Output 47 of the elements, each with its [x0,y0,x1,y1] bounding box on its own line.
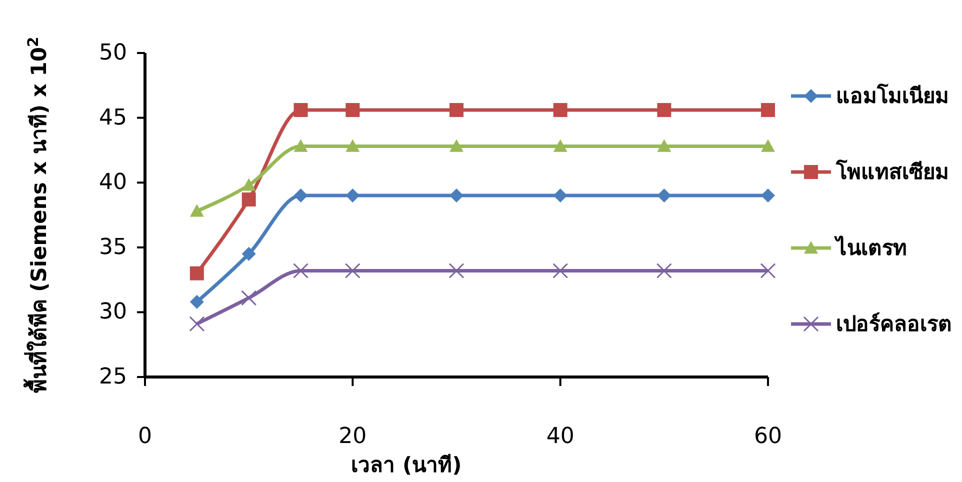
point [190,266,204,280]
point [190,204,204,217]
y-tick-label: 45 [99,105,127,130]
point [450,188,464,203]
point [657,139,672,152]
point [346,188,360,203]
x-tick-label: 40 [546,424,574,449]
point [657,103,672,118]
point [553,103,568,118]
legend-label: แอมโมเนียม [836,83,949,108]
point [553,188,568,203]
y-tick-label: 35 [99,234,127,260]
point [450,103,464,118]
point [552,262,568,278]
point [294,103,308,118]
y-tick-label: 30 [99,300,127,325]
x-tick-label: 0 [138,424,152,449]
point [761,103,775,118]
y-tick-label: 25 [99,364,127,390]
x-axis-title: เวลา (นาที) [351,453,462,477]
point [761,139,775,152]
point [294,188,308,203]
point [189,316,205,332]
point [346,103,360,118]
point [344,262,360,278]
legend-label: ไนเตรท [834,235,907,260]
point [656,262,672,278]
legend-label: โพแทสเซียม [835,159,949,184]
point [657,188,672,203]
point [190,294,204,309]
point [553,139,568,152]
x-tick-label: 60 [754,424,782,449]
point [346,139,360,152]
point [242,178,256,191]
point [761,188,775,203]
point [241,290,257,306]
y-tick-label: 40 [99,170,127,196]
legend-label: เปอร์คลอเรต [836,312,952,336]
x-tick-label: 20 [338,424,367,449]
y-tick-label: 50 [99,40,127,66]
point [293,262,308,278]
point [242,246,256,261]
point [760,262,776,278]
point [448,262,464,278]
point [242,192,256,206]
point [294,139,308,152]
point [450,139,464,152]
